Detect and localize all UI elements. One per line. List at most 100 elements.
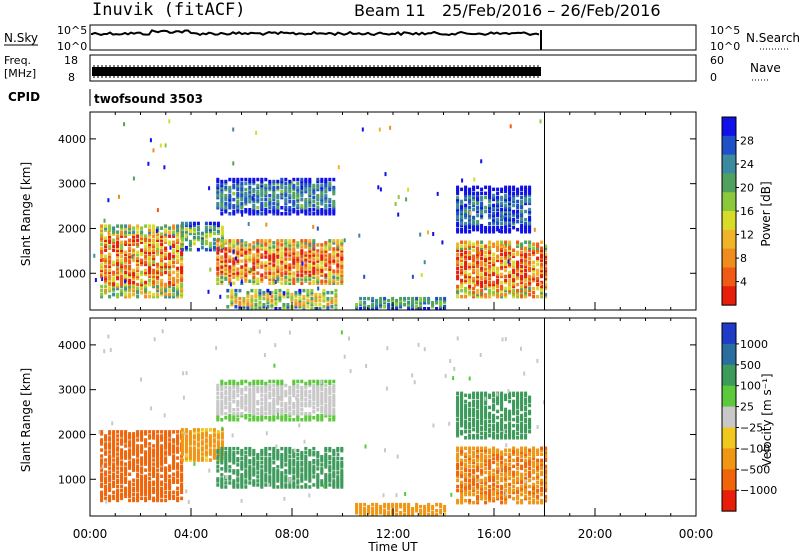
range-gate-cell: [240, 247, 244, 251]
range-gate-cell: [488, 460, 492, 465]
range-gate-cell: [256, 277, 260, 281]
range-gate-cell: [472, 262, 476, 267]
range-gate-cell: [476, 191, 480, 196]
range-gate-cell: [236, 251, 240, 255]
range-gate-cell: [136, 252, 140, 257]
nsky-trace: [91, 29, 540, 37]
range-gate-cell: [252, 479, 256, 483]
range-gate-cell: [136, 458, 140, 462]
range-gate-cell: [252, 255, 256, 259]
range-gate-cell: [136, 484, 140, 489]
range-gate-cell: [476, 227, 480, 232]
range-gate-cell: [256, 183, 260, 188]
range-gate-cell: [269, 291, 272, 296]
range-gate-cell: [160, 284, 164, 289]
range-gate-cell: [248, 247, 252, 251]
range-gate-cell: [256, 463, 260, 467]
range-gate-cell: [476, 494, 480, 499]
range-gate-cell: [180, 464, 184, 468]
range-gate-cell: [184, 444, 188, 448]
range-gate-cell: [456, 252, 460, 257]
range-gate-cell: [480, 446, 484, 450]
range-gate-cell: [284, 191, 288, 196]
range-gate-cell: [116, 282, 120, 287]
range-gate-cell: [480, 213, 484, 218]
range-gate-cell: [260, 247, 264, 251]
range-gate-cell: [216, 401, 220, 406]
range-gate-cell: [272, 379, 276, 384]
range-gate-cell: [291, 180, 294, 185]
range-gate-cell: [242, 307, 246, 311]
range-gate-cell: [476, 209, 480, 214]
range-gate-cell: [236, 241, 240, 245]
range-gate-cell: [379, 305, 383, 309]
range-gate-cell: [500, 213, 504, 218]
range-gate-cell: [268, 253, 272, 257]
range-gate-cell: [160, 286, 164, 291]
range-gate-cell: [148, 242, 152, 246]
range-gate-cell: [128, 282, 132, 287]
range-gate-cell: [164, 472, 168, 476]
range-gate-cell: [340, 461, 344, 465]
range-gate-cell: [220, 239, 224, 243]
range-gate-cell: [476, 294, 480, 299]
range-gate-cell: [172, 244, 176, 248]
range-gate-cell: [324, 185, 328, 190]
range-gate-cell: [228, 212, 232, 216]
range-gate-cell: [228, 395, 232, 400]
range-gate-cell: [124, 476, 128, 480]
range-gate-cell: [520, 185, 524, 190]
range-gate-cell: [464, 454, 468, 458]
range-gate-cell: [216, 387, 220, 392]
range-gate-cell: [120, 432, 124, 436]
range-gate-cell: [188, 450, 192, 454]
range-gate-cell: [320, 249, 324, 253]
range-gate-cell: [512, 280, 516, 285]
range-gate-cell: [280, 191, 284, 196]
range-gate-cell: [108, 444, 112, 448]
range-gate-cell: [488, 248, 492, 252]
range-gate-cell: [288, 269, 292, 273]
range-gate-cell: [264, 247, 268, 251]
range-gate-cell: [264, 271, 268, 275]
range-gate-cell: [504, 458, 508, 463]
range-gate-cell: [312, 281, 316, 285]
range-gate-cell: [180, 474, 184, 478]
range-gate-cell: [363, 307, 367, 311]
range-gate-cell: [296, 379, 300, 384]
range-gate-cell: [320, 273, 324, 277]
range-gate-cell: [464, 264, 468, 269]
range-gate-cell: [512, 209, 516, 214]
range-gate-cell: [168, 468, 172, 472]
range-gate-cell: [156, 294, 160, 299]
range-gate-cell: [464, 492, 468, 497]
range-gate-cell: [464, 207, 468, 212]
range-gate-cell: [508, 205, 512, 210]
range-gate-cell: [300, 387, 304, 392]
range-gate-cell: [212, 231, 216, 236]
range-gate-cell: [427, 502, 431, 507]
range-gate-cell: [112, 452, 116, 456]
range-gate-cell: [492, 217, 496, 222]
range-gate-cell: [208, 428, 212, 432]
range-gate-cell: [528, 242, 532, 246]
range-gate-cell: [320, 457, 324, 461]
range-gate-cell: [439, 509, 443, 513]
range-gate-cell: [336, 253, 340, 257]
range-gate-cell: [180, 233, 184, 238]
range-gate-cell: [500, 500, 504, 505]
range-gate-cell: [460, 472, 464, 477]
range-gate-cell: [224, 457, 228, 461]
range-gate-cell: [236, 208, 240, 212]
range-gate-cell: [244, 265, 248, 269]
range-gate-cell: [276, 265, 280, 269]
range-gate-cell: [456, 217, 460, 222]
range-gate-cell: [108, 268, 112, 273]
range-gate-cell: [423, 504, 427, 509]
range-gate-cell: [284, 485, 288, 489]
range-gate-cell: [216, 243, 220, 247]
range-gate-cell: [524, 191, 528, 196]
range-gate-cell: [504, 464, 508, 469]
freq-frame: [89, 54, 697, 82]
range-gate-cell: [266, 305, 270, 309]
